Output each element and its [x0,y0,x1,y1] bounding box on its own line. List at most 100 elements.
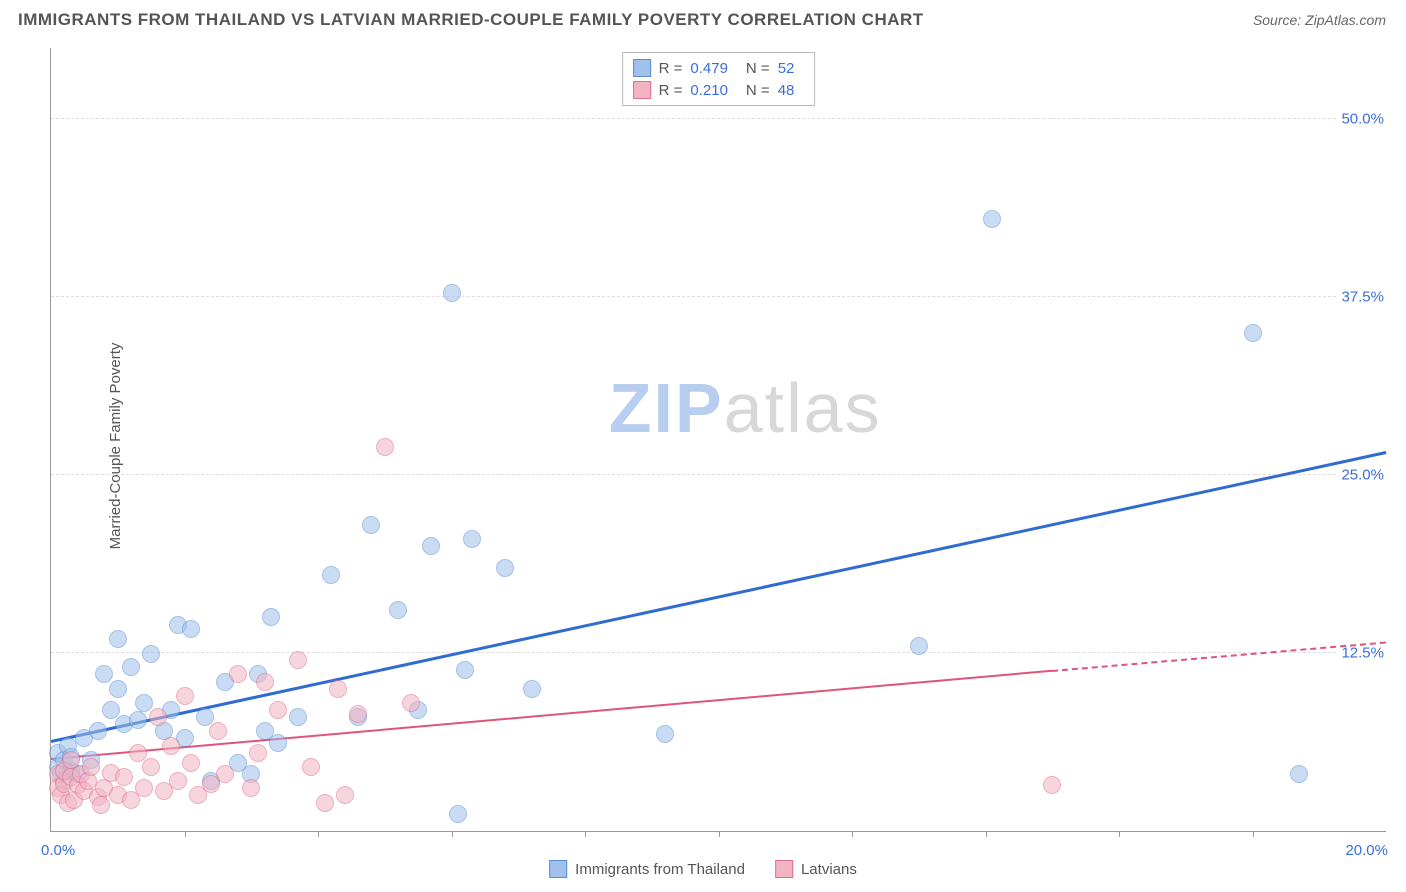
data-point [169,772,187,790]
y-tick-label: 50.0% [1337,111,1388,128]
data-point [656,725,674,743]
data-point [456,661,474,679]
legend-label: Immigrants from Thailand [575,861,745,878]
x-tick [852,831,853,837]
n-value: 48 [778,82,795,99]
source-attribution: Source: ZipAtlas.com [1253,12,1386,28]
x-tick [318,831,319,837]
data-point [142,758,160,776]
legend-item: Immigrants from Thailand [549,860,745,878]
legend-series: Immigrants from Thailand Latvians [549,860,857,878]
n-label: N = [746,60,770,77]
data-point [142,645,160,663]
data-point [289,708,307,726]
n-label: N = [746,82,770,99]
legend-item: Latvians [775,860,857,878]
data-point [422,537,440,555]
data-point [209,722,227,740]
data-point [256,673,274,691]
data-point [115,768,133,786]
chart-title: IMMIGRANTS FROM THAILAND VS LATVIAN MARR… [18,10,924,30]
x-tick [185,831,186,837]
legend-swatch [549,860,567,878]
data-point [149,708,167,726]
data-point [262,608,280,626]
data-point [176,687,194,705]
data-point [182,754,200,772]
legend-row: R = 0.210 N = 48 [633,79,805,101]
data-point [135,694,153,712]
legend-swatch [633,81,651,99]
chart-plot-area: ZIPatlas R = 0.479 N = 52 R = 0.210 N = … [50,48,1386,832]
gridline [51,474,1386,475]
data-point [182,620,200,638]
data-point [89,722,107,740]
data-point [242,779,260,797]
x-tick [452,831,453,837]
data-point [496,559,514,577]
r-label: R = [659,60,683,77]
data-point [336,786,354,804]
trend-line-dashed [1052,641,1386,671]
data-point [523,680,541,698]
data-point [910,637,928,655]
data-point [402,694,420,712]
data-point [349,705,367,723]
legend-swatch [633,59,651,77]
gridline [51,118,1386,119]
data-point [249,744,267,762]
header: IMMIGRANTS FROM THAILAND VS LATVIAN MARR… [0,0,1406,36]
data-point [122,658,140,676]
data-point [362,516,380,534]
data-point [196,708,214,726]
x-tick [585,831,586,837]
data-point [92,796,110,814]
data-point [129,744,147,762]
r-label: R = [659,82,683,99]
data-point [289,651,307,669]
watermark: ZIPatlas [609,368,882,448]
data-point [322,566,340,584]
data-point [129,711,147,729]
data-point [389,601,407,619]
data-point [983,210,1001,228]
data-point [1290,765,1308,783]
data-point [102,701,120,719]
data-point [162,737,180,755]
legend-correlation: R = 0.479 N = 52 R = 0.210 N = 48 [622,52,816,106]
gridline [51,652,1386,653]
data-point [216,765,234,783]
data-point [329,680,347,698]
x-tick [719,831,720,837]
data-point [316,794,334,812]
data-point [302,758,320,776]
r-value: 0.479 [690,60,728,77]
data-point [1043,776,1061,794]
legend-label: Latvians [801,861,857,878]
data-point [449,805,467,823]
x-tick [1119,831,1120,837]
data-point [229,665,247,683]
data-point [1244,324,1262,342]
data-point [376,438,394,456]
x-axis-min-label: 0.0% [41,842,75,859]
y-tick-label: 37.5% [1337,289,1388,306]
r-value: 0.210 [690,82,728,99]
y-tick-label: 25.0% [1337,467,1388,484]
x-tick [1253,831,1254,837]
data-point [95,665,113,683]
data-point [109,680,127,698]
y-tick-label: 12.5% [1337,645,1388,662]
data-point [269,734,287,752]
data-point [109,630,127,648]
n-value: 52 [778,60,795,77]
x-axis-max-label: 20.0% [1345,842,1388,859]
gridline [51,296,1386,297]
x-tick [986,831,987,837]
data-point [82,758,100,776]
data-point [443,284,461,302]
legend-swatch [775,860,793,878]
legend-row: R = 0.479 N = 52 [633,57,805,79]
data-point [463,530,481,548]
data-point [269,701,287,719]
